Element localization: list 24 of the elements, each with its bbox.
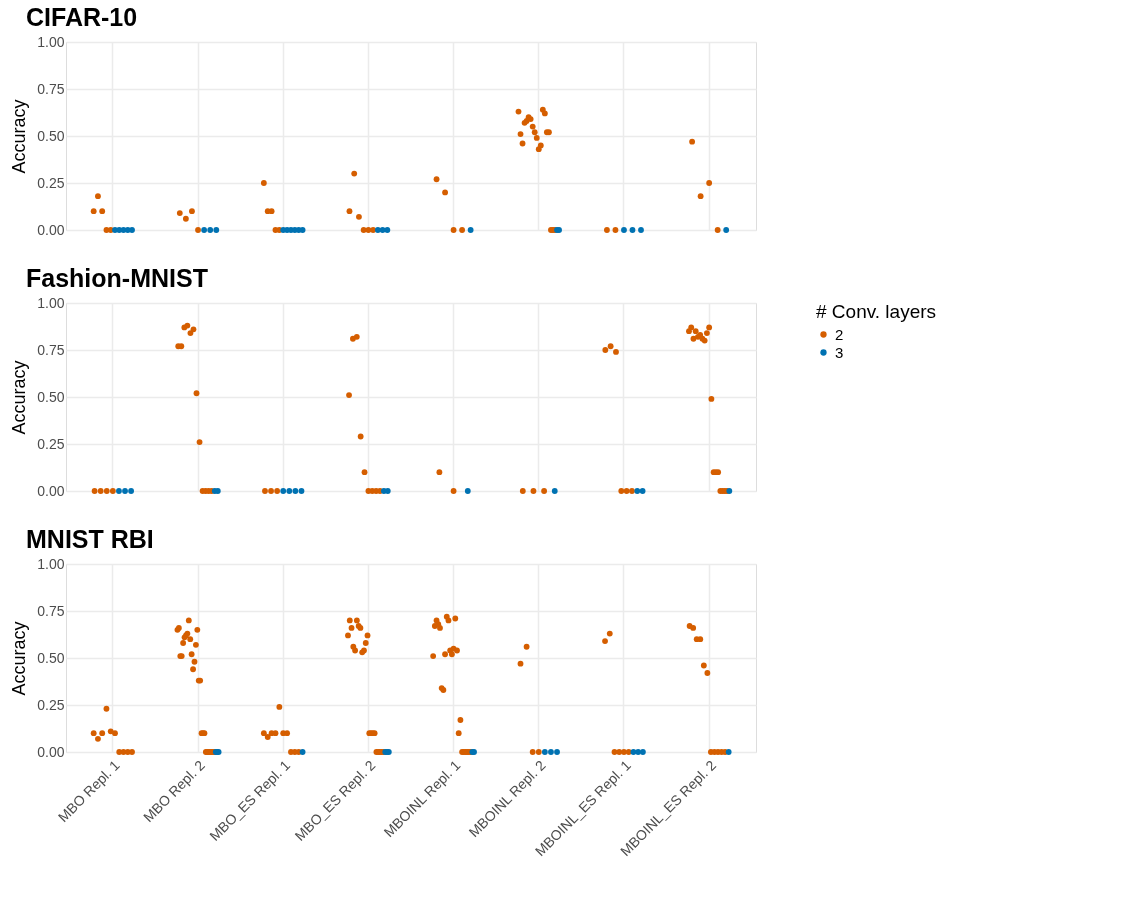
- y-tick-label: 0.00: [37, 221, 65, 238]
- y-tick-label: 0.50: [37, 127, 65, 144]
- y-axis-title: Accuracy: [9, 99, 30, 174]
- y-tick-label: 0.50: [37, 388, 65, 405]
- y-tick-label: 0.25: [37, 435, 65, 452]
- y-tick-label: 0.50: [37, 649, 65, 666]
- y-tick-label: 1.00: [37, 555, 65, 572]
- y-tick-label: 0.75: [37, 602, 65, 619]
- y-tick-label: 0.25: [37, 696, 65, 713]
- y-axis-title: Accuracy: [9, 621, 30, 696]
- y-tick-label: 0.25: [37, 174, 65, 191]
- y-tick-label: 1.00: [37, 294, 65, 311]
- legend-title: # Conv. layers: [816, 301, 937, 322]
- chart-title: CIFAR-10: [26, 3, 138, 31]
- chart-title: Fashion-MNIST: [26, 264, 208, 292]
- y-tick-label: 0.75: [37, 341, 65, 358]
- y-tick-label: 0.75: [37, 80, 65, 97]
- chart-title: MNIST RBI: [26, 525, 154, 553]
- y-axis-title: Accuracy: [9, 360, 30, 435]
- legend-label: 3: [835, 343, 844, 361]
- y-tick-label: 0.00: [37, 743, 65, 760]
- y-tick-label: 0.00: [37, 482, 65, 499]
- legend-label: 2: [835, 325, 844, 343]
- y-tick-label: 1.00: [37, 33, 65, 50]
